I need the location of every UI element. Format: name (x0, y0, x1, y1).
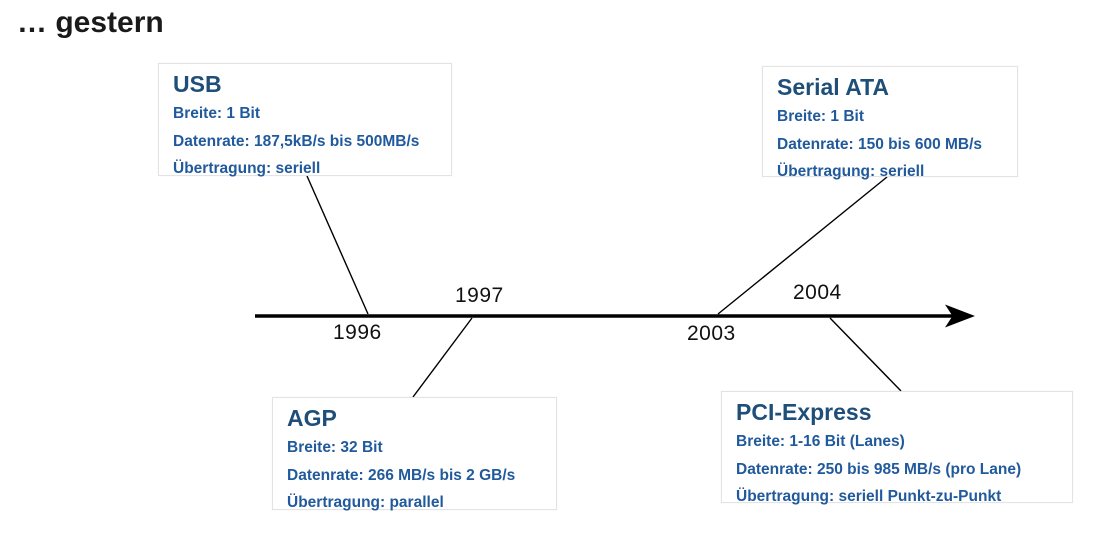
info-box-title: AGP (287, 405, 337, 431)
info-box-datenrate: Datenrate: 250 bis 985 MB/s (pro Lane) (736, 460, 1022, 478)
slide-title: … gestern (17, 6, 164, 39)
info-box-uebertragung: Übertragung: seriell (173, 160, 321, 177)
serial-ata-connector-line (717, 176, 888, 315)
info-box-datenrate: Datenrate: 266 MB/s bis 2 GB/s (287, 466, 516, 484)
agp-connector-line (412, 317, 473, 398)
usb-connector-line (306, 175, 369, 315)
info-box-serial-ata: Serial ATA Breite: 1 Bit Datenrate: 150 … (762, 66, 1018, 180)
info-box-datenrate: Datenrate: 187,5kB/s bis 500MB/s (173, 132, 420, 150)
info-box-breite: Breite: 1 Bit (173, 105, 260, 122)
pci-express-connector-line (829, 317, 902, 392)
info-box-title: USB (173, 71, 222, 97)
year-label-1997: 1997 (455, 284, 504, 307)
info-box-title: PCI-Express (736, 399, 872, 425)
info-box-uebertragung: Übertragung: seriell (777, 163, 925, 180)
year-label-2004: 2004 (793, 281, 842, 304)
info-box-breite: Breite: 1 Bit (777, 108, 864, 125)
info-box-breite: Breite: 1-16 Bit (Lanes) (736, 433, 905, 450)
info-box-usb: USB Breite: 1 Bit Datenrate: 187,5kB/s b… (158, 63, 452, 177)
info-box-uebertragung: Übertragung: seriell Punkt-zu-Punkt (736, 488, 1002, 505)
info-box-uebertragung: Übertragung: parallel (287, 494, 444, 511)
info-box-agp: AGP Breite: 32 Bit Datenrate: 266 MB/s b… (272, 397, 557, 511)
info-box-breite: Breite: 32 Bit (287, 439, 383, 456)
timeline-arrowhead-icon (945, 304, 975, 328)
year-label-1996: 1996 (333, 321, 382, 344)
info-box-datenrate: Datenrate: 150 bis 600 MB/s (777, 135, 983, 153)
info-box-pci-express: PCI-Express Breite: 1-16 Bit (Lanes) Dat… (721, 391, 1073, 505)
year-label-2003: 2003 (687, 322, 736, 345)
info-box-title: Serial ATA (777, 74, 890, 100)
